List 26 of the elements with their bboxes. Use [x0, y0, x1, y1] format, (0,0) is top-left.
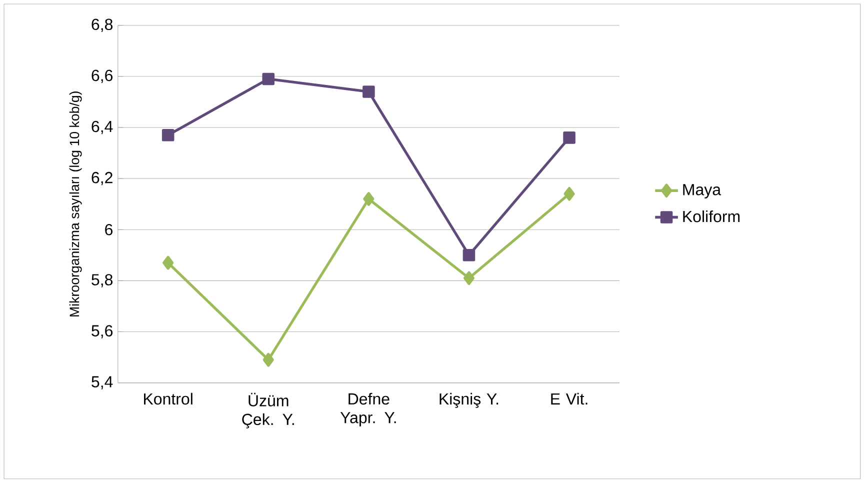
legend-label: Maya [683, 184, 722, 199]
point [363, 192, 374, 206]
point [463, 271, 475, 286]
y-axis-title: Mikroorganizma sayıları (log 10 kob/g) [69, 92, 82, 316]
y-tick-label: 5,8 [92, 274, 113, 288]
y-tick-label: 6 [105, 224, 113, 236]
y-tick-label: 6,6 [92, 70, 113, 84]
y-tick-label: 6,2 [92, 172, 112, 186]
point [564, 187, 575, 201]
x-tick-label: Kişniş Y. [440, 392, 498, 408]
point [563, 132, 576, 144]
y-tick-label: 6,8 [92, 18, 113, 32]
y-tick-label: 5,4 [92, 376, 113, 390]
legend-label: Koliform [683, 210, 740, 222]
point [362, 86, 375, 98]
x-tick-label: Kontrol [144, 392, 192, 405]
point [162, 256, 174, 270]
point [462, 249, 476, 262]
y-tick-label: 5,6 [92, 325, 113, 338]
x-tick-label: E Vit. [551, 392, 588, 405]
point [262, 72, 275, 86]
point [162, 129, 174, 142]
x-tick-label: Defne Yapr. Y. [340, 392, 396, 427]
y-tick-label: 6,4 [92, 120, 113, 134]
point [262, 352, 274, 367]
x-tick-label: Üzüm Çek. Y. [242, 392, 294, 428]
